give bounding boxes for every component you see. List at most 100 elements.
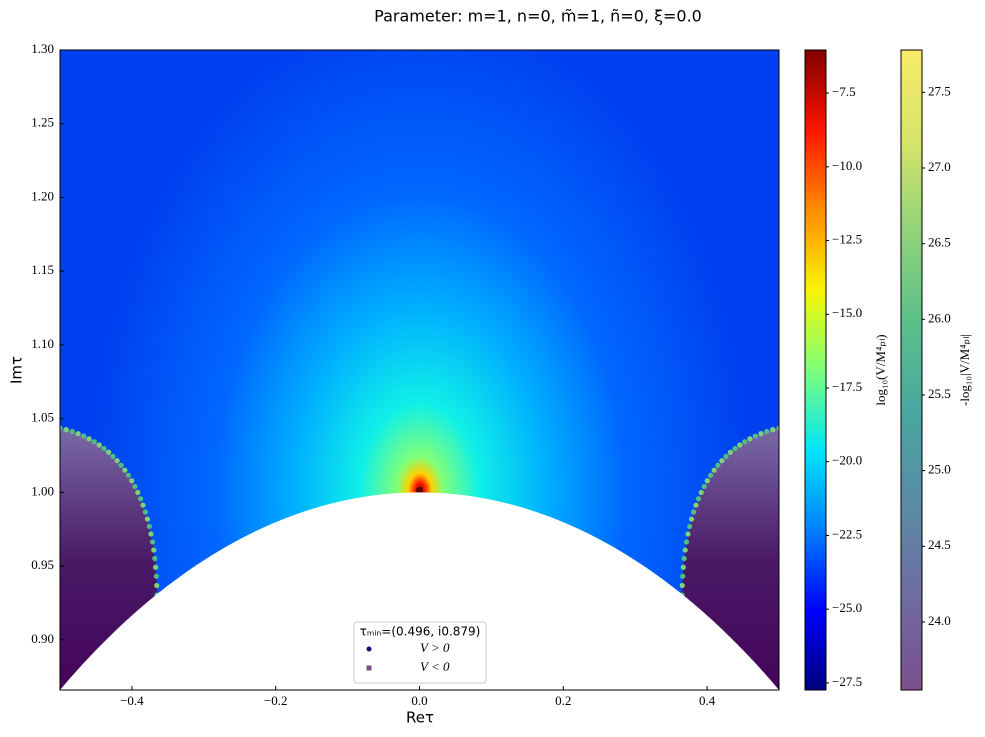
colorbar-tick-label: −7.5: [832, 84, 856, 99]
boundary-point: [118, 462, 124, 468]
boundary-point: [695, 496, 702, 502]
colorbar-tick-label: −20.0: [832, 453, 862, 468]
legend-title: τₘᵢₙ=(0.496, i0.879): [360, 625, 481, 639]
boundary-point: [719, 458, 725, 464]
y-tick-label: 1.05: [31, 410, 54, 425]
boundary-point: [142, 509, 148, 515]
x-tick-label: 0.2: [555, 693, 571, 708]
excluded-region: [60, 492, 779, 690]
colorbar-tick-label: 25.0: [928, 462, 951, 477]
boundary-point: [679, 582, 685, 589]
colorbar-tick-label: −17.5: [832, 379, 862, 394]
y-tick-label: 1.20: [31, 188, 54, 203]
y-tick-label: 0.90: [31, 631, 54, 646]
hotspot: [416, 486, 423, 494]
y-tick-label: 1.30: [31, 41, 54, 56]
colorbar-tick-label: −15.0: [832, 305, 862, 320]
boundary-point: [140, 502, 146, 508]
x-tick-label: −0.2: [264, 693, 288, 708]
colorbar-tick-label: 27.0: [928, 159, 951, 174]
boundary-point: [137, 496, 144, 502]
boundary-point: [707, 472, 714, 478]
colorbar-tick-label: −22.5: [832, 526, 862, 541]
boundary-point: [742, 439, 748, 445]
x-tick-label: −0.4: [120, 693, 144, 708]
boundary-point: [75, 431, 81, 437]
boundary-point: [114, 458, 120, 464]
x-tick-label: 0.0: [411, 693, 427, 708]
plot-area: [60, 50, 779, 690]
boundary-point: [154, 582, 160, 589]
boundary-point: [691, 509, 697, 515]
boundary-point: [752, 433, 758, 439]
colorbar-tick-label: −27.5: [832, 674, 862, 689]
boundary-point: [693, 502, 699, 508]
y-tick-label: 1.15: [31, 262, 54, 277]
boundary-point: [91, 439, 97, 445]
boundary-point: [101, 445, 107, 452]
boundary-point: [704, 478, 710, 484]
boundary-point: [723, 453, 729, 459]
boundary-point: [153, 564, 159, 570]
colorbar: [804, 49, 827, 691]
boundary-point: [129, 478, 135, 484]
boundary-point: [685, 531, 691, 537]
boundary-point: [110, 453, 116, 459]
boundary-point: [683, 539, 690, 545]
boundary-point: [63, 427, 69, 433]
colorbar-tick-label: 27.5: [928, 83, 951, 98]
boundary-point: [715, 462, 721, 468]
colorbar-tick-label: 24.0: [928, 613, 951, 628]
boundary-point: [758, 431, 764, 437]
boundary-point: [764, 428, 770, 435]
boundary-point: [153, 573, 159, 579]
colorbar-label: log₁₀(V/M⁴ₚₗ): [873, 334, 888, 405]
colorbar-tick-label: 25.5: [928, 386, 951, 401]
boundary-point: [86, 436, 92, 442]
x-axis-label: Reτ: [406, 709, 434, 727]
legend-marker: [366, 646, 372, 652]
boundary-point: [146, 523, 152, 530]
y-tick-label: 1.25: [31, 115, 54, 130]
colorbar-label: -log₁₀|V/M⁴ₚₗ|: [957, 334, 972, 406]
colorbar-tick-label: −12.5: [832, 232, 862, 247]
boundary-point: [680, 573, 686, 579]
boundary-point: [152, 555, 158, 562]
colorbar-tick-label: 24.5: [928, 537, 951, 552]
boundary-point: [737, 442, 743, 448]
y-tick-label: 1.10: [31, 336, 54, 351]
legend: [353, 621, 487, 684]
boundary-point: [776, 425, 779, 431]
y-tick-label: 0.95: [31, 557, 54, 572]
boundary-point: [747, 436, 753, 442]
legend-marker: [366, 665, 372, 671]
colorbar: [900, 49, 923, 691]
boundary-point: [69, 428, 75, 435]
boundary-point: [151, 547, 157, 553]
boundary-point: [148, 531, 154, 537]
chart-title: Parameter: m=1, n=0, m̃=1, ñ=0, ξ=0.0: [374, 7, 702, 26]
colorbar-tick-label: 26.5: [928, 235, 951, 250]
boundary-point: [687, 523, 693, 530]
boundary-point: [60, 425, 63, 431]
boundary-point: [681, 555, 687, 562]
boundary-point: [106, 449, 112, 455]
boundary-point: [688, 516, 695, 522]
boundary-point: [125, 472, 132, 478]
boundary-point: [81, 433, 87, 439]
boundary-point: [680, 564, 686, 570]
y-tick-label: 1.00: [31, 483, 54, 498]
colorbar-tick-label: −25.0: [832, 600, 862, 615]
boundary-point: [701, 483, 707, 490]
boundary-point: [770, 427, 776, 433]
boundary-point: [727, 449, 733, 455]
boundary-point: [711, 467, 717, 473]
boundary-point: [96, 442, 102, 448]
boundary-point: [122, 467, 128, 473]
legend-label: V > 0: [420, 640, 450, 655]
boundary-point: [682, 547, 688, 553]
boundary-point: [144, 516, 151, 522]
boundary-point: [132, 483, 138, 490]
boundary-point: [149, 539, 156, 545]
